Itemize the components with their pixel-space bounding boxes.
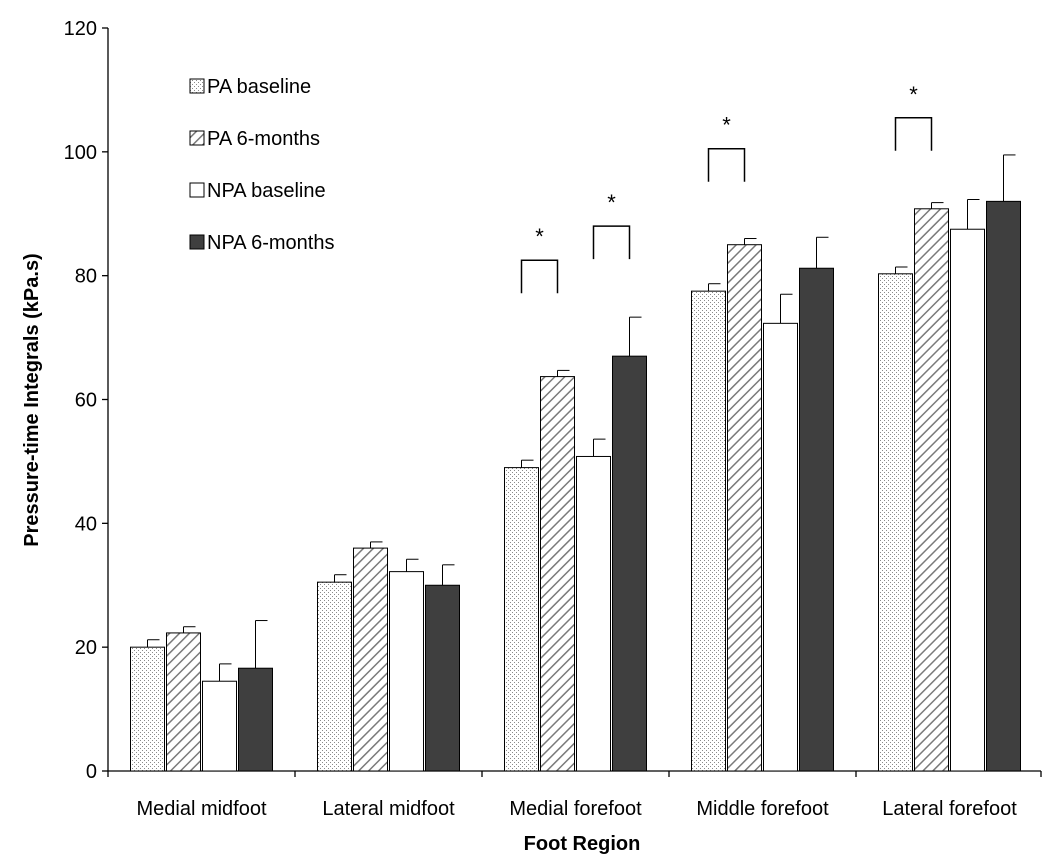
bar-pa-baseline-lateral-forefoot xyxy=(878,273,913,772)
significance-bracket-0 xyxy=(520,259,559,294)
bar-npa-6-months-medial-midfoot xyxy=(238,667,273,772)
legend-label-npa-baseline: NPA baseline xyxy=(207,180,326,202)
bar-pa-baseline-middle-forefoot xyxy=(691,290,726,772)
legend: PA baseline PA 6-months NPA baseline NPA 6-… xyxy=(189,76,334,254)
y-tick-label: 0 xyxy=(86,761,97,783)
significance-star-1: * xyxy=(607,190,616,215)
x-tick-label-lateral-forefoot: Lateral forefoot xyxy=(882,798,1017,820)
bar-pa-6-months-middle-forefoot xyxy=(727,244,762,772)
x-tick-label-middle-forefoot: Middle forefoot xyxy=(696,798,829,820)
x-tick-label-lateral-midfoot: Lateral midfoot xyxy=(322,798,455,820)
error-bars xyxy=(147,154,1016,682)
legend-label-pa-baseline: PA baseline xyxy=(207,76,311,98)
bar-pa-baseline-lateral-midfoot xyxy=(317,581,352,772)
bar-pa-6-months-lateral-midfoot xyxy=(353,547,388,772)
bar-pa-6-months-medial-forefoot xyxy=(540,376,575,772)
significance-markers: * * * * xyxy=(520,82,933,294)
x-axis: Medial midfoot Lateral midfoot Medial fore… xyxy=(107,770,1042,820)
x-tick-label-medial-midfoot: Medial midfoot xyxy=(136,798,267,820)
significance-bracket-3 xyxy=(894,117,933,151)
legend-label-npa-6-months: NPA 6-months xyxy=(207,232,334,254)
bar-npa-baseline-lateral-forefoot xyxy=(950,228,985,772)
y-tick-label: 20 xyxy=(75,637,97,659)
bar-pa-6-months-medial-midfoot xyxy=(166,632,201,772)
significance-bracket-1 xyxy=(592,225,631,260)
y-tick-label: 40 xyxy=(75,513,97,535)
bar-pa-baseline-medial-midfoot xyxy=(130,646,165,772)
bar-npa-6-months-lateral-midfoot xyxy=(425,584,460,772)
y-axis: 0 20 40 60 80 100 120 xyxy=(64,18,109,783)
bar-pa-6-months-lateral-forefoot xyxy=(914,208,949,772)
legend-swatch-npa-6-months xyxy=(189,234,205,250)
significance-star-0: * xyxy=(535,224,544,249)
bar-npa-baseline-medial-forefoot xyxy=(576,455,611,772)
bar-npa-6-months-medial-forefoot xyxy=(612,355,647,772)
x-tick-label-medial-forefoot: Medial forefoot xyxy=(509,798,642,820)
y-axis-title: Pressure-time Integrals (kPa.s) xyxy=(21,253,43,546)
bar-npa-6-months-lateral-forefoot xyxy=(986,200,1021,772)
y-tick-label: 100 xyxy=(64,142,97,164)
y-tick-label: 80 xyxy=(75,266,97,288)
legend-swatch-npa-baseline xyxy=(189,182,205,198)
bar-npa-baseline-middle-forefoot xyxy=(763,322,798,772)
bar-pa-baseline-medial-forefoot xyxy=(504,467,539,772)
bars xyxy=(130,200,1021,772)
legend-label-pa-6-months: PA 6-months xyxy=(207,128,320,150)
x-axis-title: Foot Region xyxy=(524,833,641,855)
y-tick-label: 120 xyxy=(64,18,97,40)
significance-star-2: * xyxy=(722,113,731,138)
bar-npa-baseline-medial-midfoot xyxy=(202,680,237,772)
significance-bracket-2 xyxy=(707,147,746,182)
legend-swatch-pa-6-months xyxy=(189,130,205,146)
legend-swatch-pa-baseline xyxy=(189,78,205,94)
bar-npa-baseline-lateral-midfoot xyxy=(389,571,424,772)
y-tick-label: 60 xyxy=(75,390,97,412)
bar-npa-6-months-middle-forefoot xyxy=(799,267,834,772)
significance-star-3: * xyxy=(909,82,918,107)
